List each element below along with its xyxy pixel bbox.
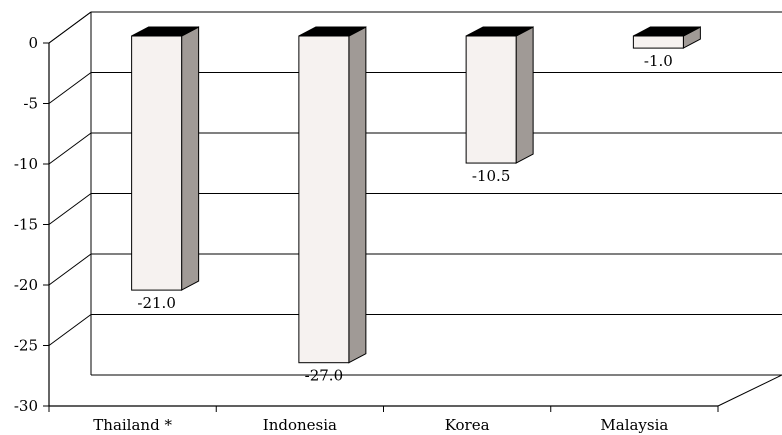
- x-tick-label: Korea: [445, 416, 490, 434]
- y-tick-label: -10: [14, 155, 38, 173]
- bar-front: [465, 35, 517, 164]
- y-tick-label: -30: [14, 397, 38, 415]
- gridline-diagonal: [48, 72, 92, 104]
- x-tick-label: Malaysia: [600, 416, 668, 434]
- y-tick-label: 0: [28, 34, 38, 52]
- bar-side: [348, 26, 367, 364]
- x-axis: Thailand * Indonesia Korea Malaysia: [48, 405, 719, 434]
- gridline-diagonal: [48, 253, 92, 286]
- x-tick-label: Indonesia: [263, 416, 337, 434]
- bar-front: [131, 35, 183, 291]
- y-tick-label: -5: [23, 95, 38, 113]
- bar: -27.0: [298, 26, 367, 385]
- bar: -21.0: [131, 26, 200, 312]
- data-label: -10.5: [472, 167, 510, 185]
- bar-front: [632, 35, 684, 49]
- gridlines: [48, 11, 782, 346]
- y-tick-label: -20: [14, 276, 38, 294]
- y-axis: 0 -5 -10 -15 -20 -25 -30: [14, 34, 50, 415]
- bar-front: [298, 35, 350, 364]
- bar-side: [181, 26, 200, 291]
- y-tick-label: -15: [14, 216, 38, 234]
- gridline-diagonal: [48, 314, 92, 346]
- gridline-diagonal: [48, 132, 92, 165]
- gridline-diagonal: [48, 193, 92, 225]
- data-label: -1.0: [644, 52, 673, 70]
- x-tick-label: Thailand *: [93, 416, 172, 434]
- bar: -10.5: [465, 26, 534, 185]
- gridline-diagonal: [48, 11, 92, 44]
- data-label: -27.0: [305, 367, 343, 385]
- y-tick-label: -25: [14, 337, 38, 355]
- bars: -21.0 -27.0 -10.5 -1.0: [131, 26, 701, 385]
- data-label: -21.0: [137, 294, 175, 312]
- bar-side: [515, 26, 534, 164]
- bar: -1.0: [632, 26, 701, 70]
- floor-right-edge: [717, 374, 782, 407]
